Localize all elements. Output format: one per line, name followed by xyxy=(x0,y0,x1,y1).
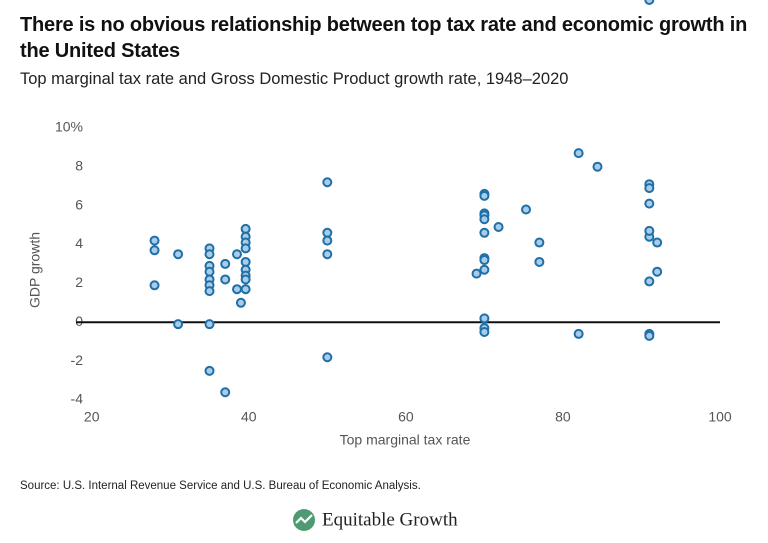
scatter-point xyxy=(204,365,215,376)
scatter-point xyxy=(644,198,655,209)
scatter-point xyxy=(479,190,490,201)
y-tick-label: 10% xyxy=(55,119,83,135)
scatter-point xyxy=(235,297,246,308)
chart-title: There is no obvious relationship between… xyxy=(20,14,748,62)
y-tick-label: -4 xyxy=(71,391,84,407)
scatter-point xyxy=(240,243,251,254)
scatter-point xyxy=(644,225,655,236)
x-tick-label: 60 xyxy=(398,409,414,425)
scatter-point xyxy=(652,266,663,277)
brand-name: Equitable Growth xyxy=(322,509,458,530)
scatter-point xyxy=(204,249,215,260)
scatter-point xyxy=(479,264,490,275)
scatter-point xyxy=(322,249,333,260)
scatter-point xyxy=(232,284,242,295)
x-tick-label: 20 xyxy=(84,409,100,425)
scatter-point xyxy=(322,352,333,363)
scatter-point xyxy=(534,256,545,267)
scatter-point xyxy=(220,258,231,269)
scatter-point xyxy=(573,148,584,159)
scatter-point xyxy=(644,0,655,5)
chart-subtitle: Top marginal tax rate and Gross Domestic… xyxy=(20,70,569,88)
scatter-point xyxy=(644,330,655,341)
scatter-point xyxy=(322,177,333,188)
scatter-point xyxy=(240,274,251,285)
scatter-point xyxy=(173,249,184,260)
scatter-point xyxy=(644,183,655,194)
scatter-point xyxy=(173,319,184,330)
scatter-point xyxy=(479,214,490,225)
scatter-point xyxy=(521,204,532,215)
scatter-point xyxy=(149,245,160,256)
y-tick-label: 4 xyxy=(75,235,83,251)
scatter-point xyxy=(220,387,231,398)
scatter-point xyxy=(479,326,490,337)
scatter-point xyxy=(479,227,490,238)
y-tick-label: 2 xyxy=(75,274,83,290)
scatter-point xyxy=(493,221,504,232)
scatter-point xyxy=(240,284,251,295)
y-tick-label: 8 xyxy=(75,157,83,173)
x-tick-label: 80 xyxy=(555,409,571,425)
scatter-point xyxy=(573,328,584,339)
scatter-point xyxy=(652,237,663,248)
scatter-point xyxy=(644,276,655,287)
scatter-point xyxy=(204,319,215,330)
scatter-point xyxy=(149,280,160,291)
x-tick-label: 40 xyxy=(241,409,257,425)
x-axis-title: Top marginal tax rate xyxy=(340,432,471,448)
scatter-point xyxy=(534,237,545,248)
y-tick-label: 6 xyxy=(75,196,83,212)
scatter-point xyxy=(592,161,603,172)
scatter-point xyxy=(232,249,242,260)
y-tick-label: -2 xyxy=(71,352,84,368)
scatter-point xyxy=(220,274,231,285)
scatter-point xyxy=(479,255,490,266)
scatter-point xyxy=(149,235,160,246)
x-tick-label: 100 xyxy=(708,409,732,425)
source-note: Source: U.S. Internal Revenue Service an… xyxy=(20,480,421,492)
scatter-point xyxy=(479,313,490,324)
brand-logo xyxy=(293,509,315,531)
y-axis-title: GDP growth xyxy=(27,232,43,308)
scatter-point xyxy=(204,286,215,297)
scatter-point xyxy=(322,235,333,246)
y-tick-label: 0 xyxy=(75,313,83,329)
scatter-point xyxy=(471,268,482,279)
